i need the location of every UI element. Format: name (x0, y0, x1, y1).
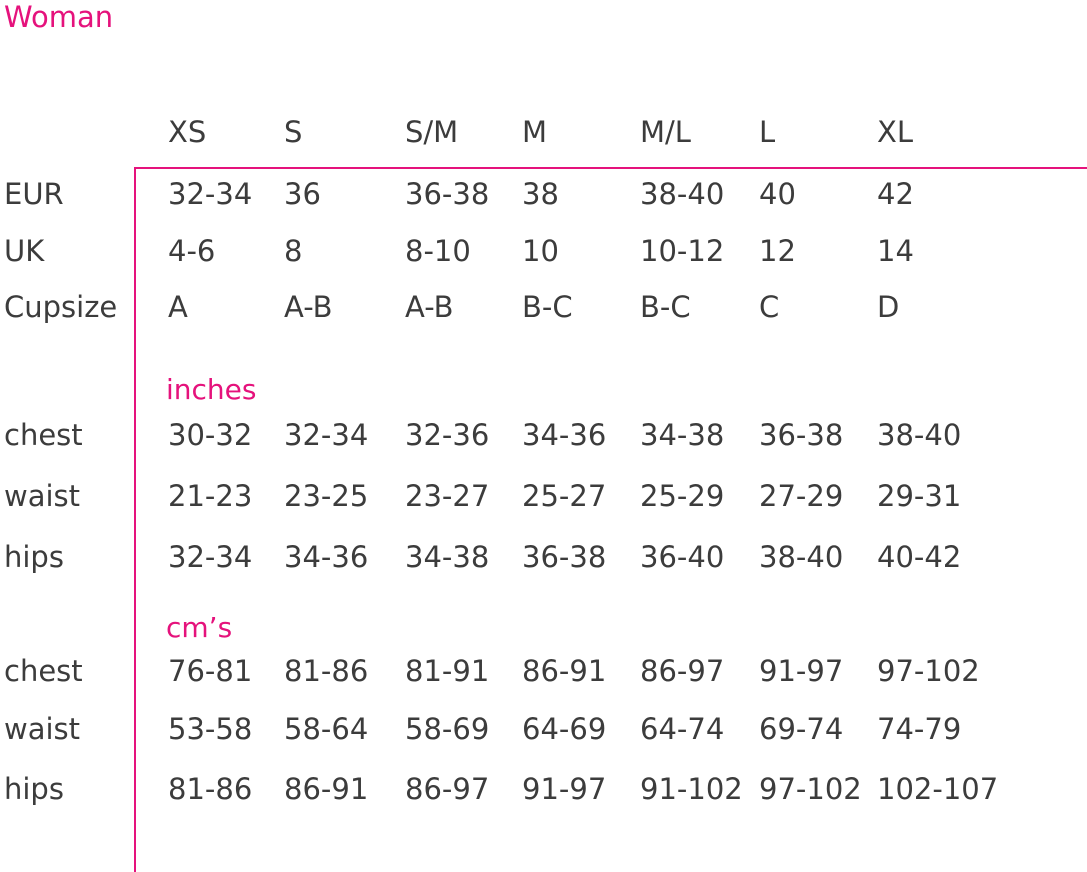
table-cell: 4-6 (168, 234, 216, 268)
table-cell: B-C (640, 290, 691, 324)
table-cell: 36-40 (640, 540, 725, 574)
table-cell: 8 (284, 234, 303, 268)
table-cell: 25-27 (522, 479, 607, 513)
row-label-hips: hips (4, 540, 64, 574)
table-cell: B-C (522, 290, 573, 324)
table-cell: 64-69 (522, 712, 607, 746)
table-cell: 34-38 (640, 418, 725, 452)
table-cell: 21-23 (168, 479, 253, 513)
table-cell: 91-97 (759, 654, 844, 688)
table-cell: 58-64 (284, 712, 369, 746)
table-cell: 34-38 (405, 540, 490, 574)
table-cell: 53-58 (168, 712, 253, 746)
table-cell: 12 (759, 234, 796, 268)
size-header-m: M (522, 115, 548, 149)
section-heading-inches: inches (166, 373, 257, 406)
row-label-eur: EUR (4, 177, 64, 211)
table-cell: A-B (405, 290, 454, 324)
table-cell: 29-31 (877, 479, 962, 513)
table-cell: A-B (284, 290, 333, 324)
table-cell: 10 (522, 234, 559, 268)
table-cell: 76-81 (168, 654, 253, 688)
table-cell: 64-74 (640, 712, 725, 746)
row-label-hips: hips (4, 772, 64, 806)
row-label-waist: waist (4, 712, 81, 746)
table-cell: 40-42 (877, 540, 962, 574)
table-cell: 32-34 (168, 540, 253, 574)
table-cell: 74-79 (877, 712, 962, 746)
table-cell: 38-40 (877, 418, 962, 452)
table-cell: 38-40 (759, 540, 844, 574)
size-header-s-m: S/M (405, 115, 459, 149)
table-cell: 32-34 (284, 418, 369, 452)
table-cell: 32-36 (405, 418, 490, 452)
table-cell: 38-40 (640, 177, 725, 211)
table-cell: 14 (877, 234, 914, 268)
size-header-l: L (759, 115, 776, 149)
table-cell: 97-102 (877, 654, 980, 688)
table-cell: 91-97 (522, 772, 607, 806)
table-cell: 97-102 (759, 772, 862, 806)
table-cell: 36-38 (759, 418, 844, 452)
table-cell: 42 (877, 177, 914, 211)
table-cell: 30-32 (168, 418, 253, 452)
table-cell: 86-97 (405, 772, 490, 806)
table-cell: 10-12 (640, 234, 725, 268)
horizontal-divider (134, 167, 1087, 169)
table-cell: 27-29 (759, 479, 844, 513)
table-cell: D (877, 290, 900, 324)
page-title: Woman (4, 0, 114, 34)
table-cell: 32-34 (168, 177, 253, 211)
table-cell: 58-69 (405, 712, 490, 746)
table-cell: 86-91 (522, 654, 607, 688)
table-cell: 34-36 (522, 418, 607, 452)
table-cell: 81-86 (168, 772, 253, 806)
table-cell: C (759, 290, 780, 324)
table-cell: 36-38 (405, 177, 490, 211)
table-cell: 36-38 (522, 540, 607, 574)
row-label-cupsize: Cupsize (4, 290, 118, 324)
row-label-chest: chest (4, 654, 83, 688)
size-header-s: S (284, 115, 303, 149)
table-cell: 25-29 (640, 479, 725, 513)
table-cell: 8-10 (405, 234, 471, 268)
row-label-waist: waist (4, 479, 81, 513)
row-label-uk: UK (4, 234, 45, 268)
table-cell: 34-36 (284, 540, 369, 574)
size-header-xs: XS (168, 115, 207, 149)
table-cell: 40 (759, 177, 796, 211)
row-label-chest: chest (4, 418, 83, 452)
table-cell: 23-27 (405, 479, 490, 513)
table-cell: 102-107 (877, 772, 999, 806)
table-cell: 91-102 (640, 772, 743, 806)
section-heading-cms: cm’s (166, 611, 233, 644)
vertical-divider (134, 167, 136, 872)
table-cell: 69-74 (759, 712, 844, 746)
table-cell: 86-91 (284, 772, 369, 806)
table-cell: 38 (522, 177, 559, 211)
table-cell: 23-25 (284, 479, 369, 513)
table-cell: A (168, 290, 188, 324)
table-cell: 86-97 (640, 654, 725, 688)
table-cell: 81-86 (284, 654, 369, 688)
size-header-m-l: M/L (640, 115, 691, 149)
size-header-xl: XL (877, 115, 914, 149)
table-cell: 81-91 (405, 654, 490, 688)
table-cell: 36 (284, 177, 321, 211)
